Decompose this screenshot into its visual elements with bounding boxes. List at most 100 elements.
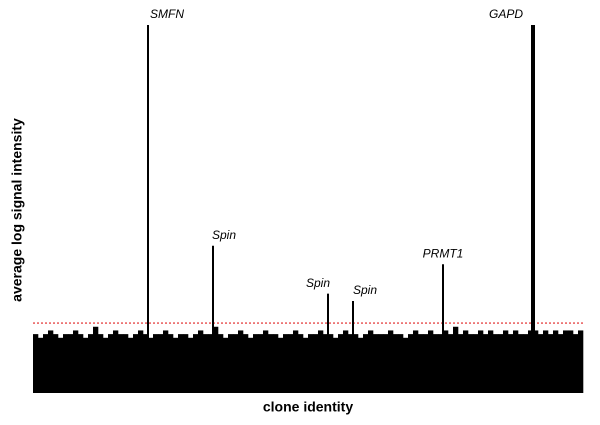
background-bar <box>518 334 524 393</box>
background-bar <box>38 337 44 393</box>
background-bar <box>108 334 114 393</box>
background-bar <box>188 337 194 393</box>
background-bar <box>128 337 134 393</box>
background-bar <box>258 334 264 393</box>
background-bar <box>318 330 324 393</box>
background-bar <box>333 337 339 393</box>
background-bar <box>73 330 79 393</box>
background-bar <box>48 330 54 393</box>
background-bar <box>103 337 109 393</box>
background-bar <box>278 337 284 393</box>
background-bar <box>308 334 314 393</box>
background-bar <box>263 330 269 393</box>
background-bar <box>423 334 429 393</box>
background-bar <box>293 330 299 393</box>
background-bar <box>238 330 244 393</box>
background-bar <box>83 337 89 393</box>
background-bar <box>573 334 579 393</box>
background-bar <box>513 330 519 393</box>
background-bar <box>363 334 369 393</box>
background-bar <box>243 334 249 393</box>
background-bar <box>508 334 514 393</box>
background-bar <box>503 330 509 393</box>
background-bar <box>203 334 209 393</box>
background-bar <box>418 334 424 393</box>
background-bar <box>253 334 259 393</box>
background-bar <box>313 334 319 393</box>
background-bar <box>328 334 334 393</box>
background-bar <box>398 334 404 393</box>
background-bar <box>223 337 229 393</box>
background-bar <box>163 330 169 393</box>
background-bar <box>193 334 199 393</box>
background-bar <box>138 330 144 393</box>
background-bar <box>478 330 484 393</box>
background-bar <box>473 334 479 393</box>
peak-label: Spin <box>212 228 236 242</box>
x-axis-title: clone identity <box>263 399 353 415</box>
background-bar <box>538 334 544 393</box>
background-bar <box>368 330 374 393</box>
background-bar <box>168 334 174 393</box>
background-bar <box>528 330 534 393</box>
background-bar <box>93 326 99 393</box>
background-bar <box>403 337 409 393</box>
background-bar <box>118 334 124 393</box>
peak-label: GAPD <box>489 7 523 21</box>
background-bar <box>578 330 584 393</box>
background-bar <box>208 334 214 393</box>
background-bar <box>63 334 69 393</box>
background-bar <box>448 334 454 393</box>
background-bar <box>568 330 574 393</box>
background-bar <box>343 330 349 393</box>
background-bar <box>563 330 569 393</box>
background-bar <box>483 334 489 393</box>
background-bar <box>433 334 439 393</box>
background-bar <box>348 334 354 393</box>
background-bar <box>338 334 344 393</box>
background-bar <box>453 326 459 393</box>
background-bar <box>533 330 539 393</box>
background-bar <box>408 334 414 393</box>
background-bar <box>493 334 499 393</box>
background-bar <box>233 334 239 393</box>
background-bar <box>173 337 179 393</box>
background-bar <box>228 334 234 393</box>
background-bar <box>373 334 379 393</box>
background-bar <box>43 334 49 393</box>
background-bar <box>288 334 294 393</box>
background-bar <box>53 334 59 393</box>
background-bar <box>488 330 494 393</box>
background-bar <box>553 330 559 393</box>
background-bar <box>378 334 384 393</box>
background-bar <box>68 334 74 393</box>
background-bar <box>213 326 219 393</box>
background-bar <box>558 334 564 393</box>
background-bar <box>543 330 549 393</box>
background-bar <box>283 334 289 393</box>
background-bar <box>123 334 129 393</box>
background-bar <box>498 334 504 393</box>
background-bar <box>463 330 469 393</box>
background-bar <box>268 334 274 393</box>
peak-label: PRMT1 <box>423 246 464 260</box>
background-bar <box>218 334 224 393</box>
background-bar <box>198 330 204 393</box>
background-bar <box>298 334 304 393</box>
background-bar <box>148 337 154 393</box>
background-bar <box>383 334 389 393</box>
background-bar <box>98 334 104 393</box>
background-bar <box>178 334 184 393</box>
background-bar <box>353 334 359 393</box>
background-bar <box>113 330 119 393</box>
background-bar <box>58 337 64 393</box>
peak-label: Spin <box>353 283 377 297</box>
background-bar <box>323 334 329 393</box>
peak-label: Spin <box>306 276 330 290</box>
background-bar <box>153 334 159 393</box>
peak-label: SMFN <box>150 7 184 21</box>
background-bar <box>458 334 464 393</box>
background-bar <box>158 334 164 393</box>
background-bar <box>428 330 434 393</box>
